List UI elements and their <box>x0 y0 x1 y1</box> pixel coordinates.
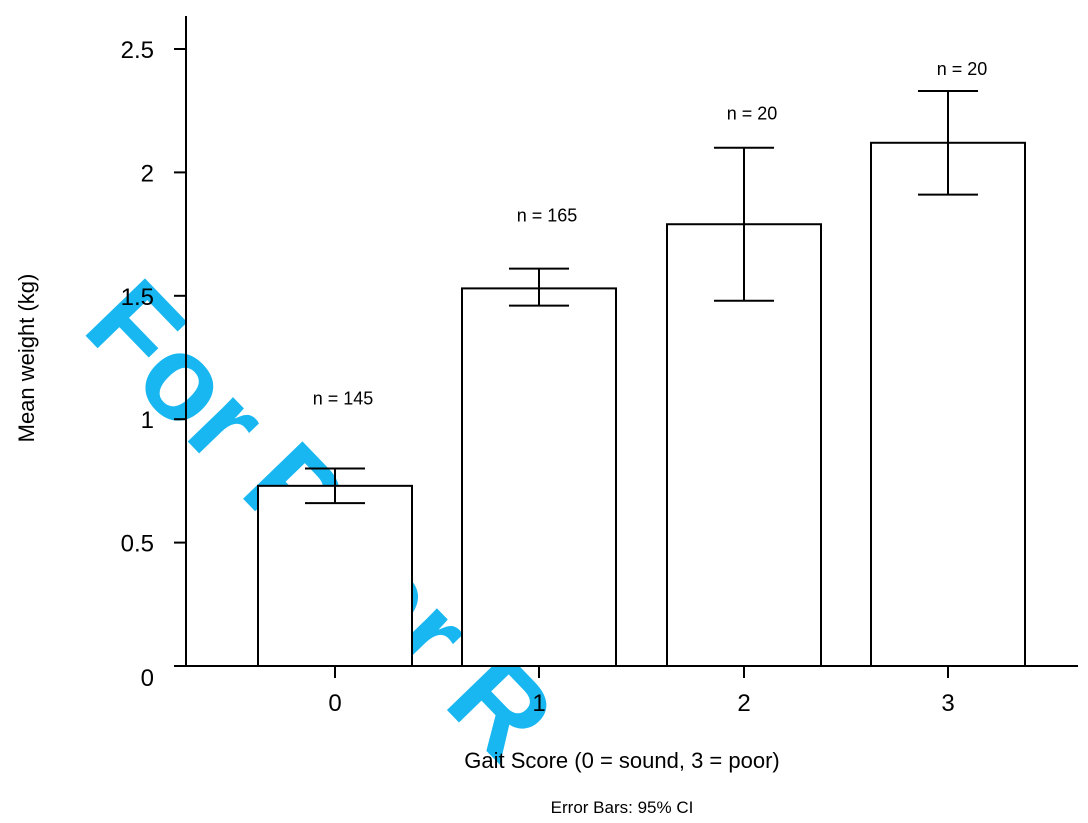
x-tick-label: 0 <box>328 690 341 717</box>
x-tick-label: 1 <box>532 690 545 717</box>
n-labels: n = 145 n = 165 n = 20 n = 20 <box>313 59 988 409</box>
y-tick-label: 2 <box>141 160 154 187</box>
n-label: n = 20 <box>937 59 988 79</box>
n-label: n = 165 <box>517 206 578 226</box>
x-tick-label: 3 <box>941 690 954 717</box>
x-tick-label: 2 <box>737 690 750 717</box>
n-label: n = 20 <box>727 104 778 124</box>
axes: 0 0.5 1 1.5 2 2.5 0 1 2 3 <box>121 16 1078 717</box>
n-label: n = 145 <box>313 389 374 409</box>
error-bars <box>305 89 978 505</box>
x-axis-title: Gait Score (0 = sound, 3 = poor) <box>464 748 780 773</box>
y-tick-label: 2.5 <box>121 37 154 64</box>
y-tick-label: 1.5 <box>121 284 154 311</box>
bar-1 <box>461 287 617 667</box>
bars <box>257 141 1026 667</box>
y-axis-title: Mean weight (kg) <box>14 274 39 443</box>
y-tick-label: 0.5 <box>121 531 154 558</box>
bar-0 <box>257 484 413 667</box>
footnote: Error Bars: 95% CI <box>551 798 694 817</box>
bar-3 <box>870 141 1026 667</box>
y-tick-label: 1 <box>141 407 154 434</box>
y-tick-label: 0 <box>141 665 154 692</box>
